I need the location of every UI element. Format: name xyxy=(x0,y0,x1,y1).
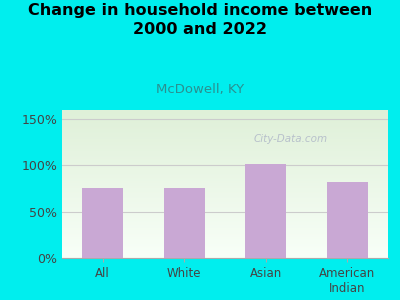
Text: McDowell, KY: McDowell, KY xyxy=(156,82,244,95)
Bar xyxy=(327,182,368,258)
Text: Change in household income between
2000 and 2022: Change in household income between 2000 … xyxy=(28,3,372,37)
Text: City-Data.com: City-Data.com xyxy=(253,134,327,144)
Bar xyxy=(82,188,123,258)
Bar xyxy=(164,188,205,258)
Bar xyxy=(245,164,286,258)
